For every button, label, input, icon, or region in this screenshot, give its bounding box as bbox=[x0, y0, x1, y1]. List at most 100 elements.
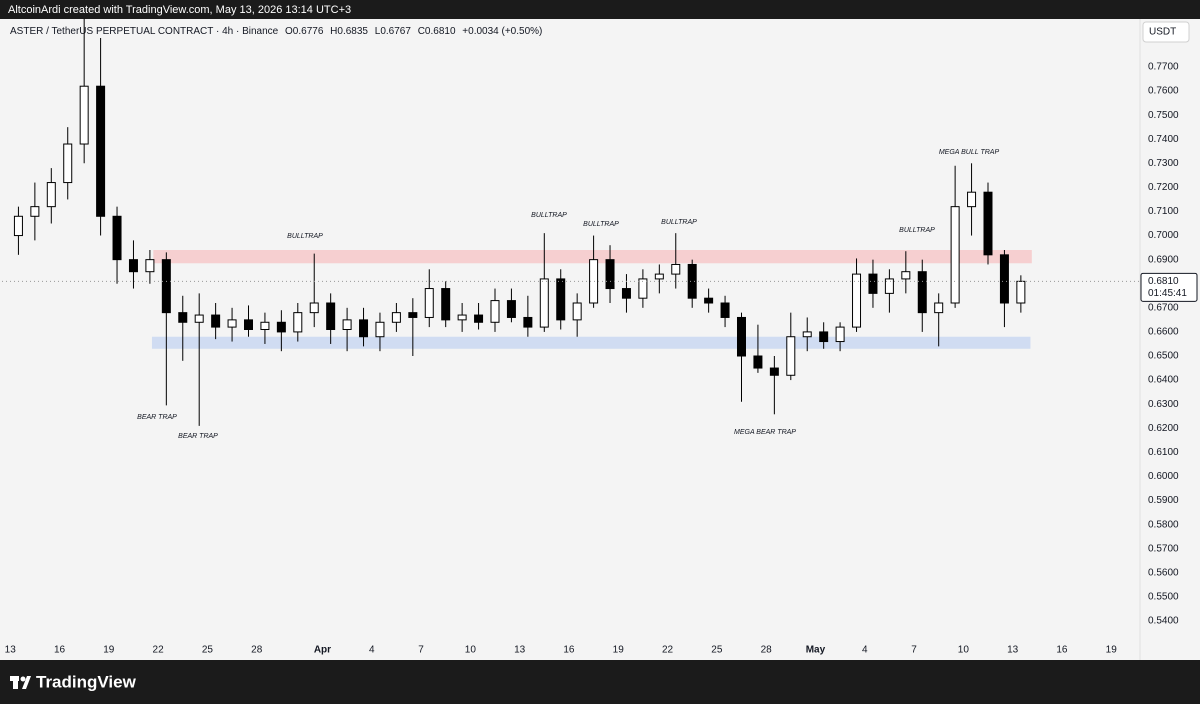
annotation: BULLTRAP bbox=[287, 233, 323, 240]
candle-body bbox=[243, 319, 253, 331]
x-tick-label: 13 bbox=[514, 645, 526, 656]
candle-body bbox=[901, 271, 911, 280]
y-tick-label: 0.7500 bbox=[1148, 110, 1179, 121]
y-tick-label: 0.6100 bbox=[1148, 447, 1179, 458]
candle-body bbox=[391, 312, 401, 323]
candle-body bbox=[112, 215, 122, 261]
candle-body bbox=[999, 254, 1009, 304]
x-tick-label: 28 bbox=[251, 645, 263, 656]
candle-body bbox=[950, 206, 960, 304]
x-tick-label: 22 bbox=[662, 645, 674, 656]
y-tick-label: 0.5700 bbox=[1148, 543, 1179, 554]
candle-body bbox=[474, 314, 484, 323]
brand: TradingView bbox=[10, 672, 137, 691]
ohlc: H0.6835 bbox=[330, 26, 368, 37]
candle-body bbox=[572, 302, 582, 321]
candle-body bbox=[786, 336, 796, 376]
candle-body bbox=[983, 191, 993, 256]
candle-body bbox=[523, 316, 533, 328]
annotation: BULLTRAP bbox=[661, 219, 697, 226]
candle-body bbox=[79, 85, 89, 145]
y-tick-label: 0.5500 bbox=[1148, 592, 1179, 603]
candle-body bbox=[852, 273, 862, 328]
y-tick-label: 0.7700 bbox=[1148, 62, 1179, 73]
candle-body bbox=[835, 326, 845, 343]
annotation: MEGA BEAR TRAP bbox=[734, 429, 796, 436]
candle-body bbox=[359, 319, 369, 338]
candle-body bbox=[720, 302, 730, 318]
candle-body bbox=[128, 259, 138, 273]
zone bbox=[151, 336, 1031, 349]
y-tick-label: 0.6200 bbox=[1148, 423, 1179, 434]
y-tick-label: 0.6400 bbox=[1148, 375, 1179, 386]
candle-body bbox=[46, 182, 56, 208]
x-tick-label: 19 bbox=[613, 645, 625, 656]
candle-body bbox=[326, 302, 336, 331]
candle-body bbox=[145, 259, 155, 273]
candle-body bbox=[161, 259, 171, 314]
candle-body bbox=[96, 85, 106, 217]
candle-body bbox=[819, 331, 829, 343]
x-tick-label: 19 bbox=[1106, 645, 1118, 656]
y-tick-label: 0.6500 bbox=[1148, 351, 1179, 362]
x-tick-label: 16 bbox=[54, 645, 66, 656]
y-tick-label: 0.7000 bbox=[1148, 230, 1179, 241]
y-tick-label: 0.5900 bbox=[1148, 495, 1179, 506]
brand-name: TradingView bbox=[36, 672, 137, 691]
candle-body bbox=[868, 273, 878, 294]
y-tick-label: 0.6900 bbox=[1148, 254, 1179, 265]
y-tick-label: 0.6600 bbox=[1148, 327, 1179, 338]
annotation: BEAR TRAP bbox=[178, 433, 218, 440]
annotation: BULLTRAP bbox=[583, 221, 619, 228]
candle-body bbox=[293, 312, 303, 333]
currency: USDT bbox=[1149, 27, 1176, 38]
candle-body bbox=[621, 288, 631, 299]
ohlc: O0.6776 bbox=[285, 26, 324, 37]
candle-body bbox=[1016, 280, 1026, 304]
currency-box[interactable] bbox=[1142, 21, 1190, 43]
last-price: 0.6810 bbox=[1148, 276, 1179, 287]
x-tick-label: 4 bbox=[369, 645, 375, 656]
logo-part bbox=[13, 676, 18, 689]
countdown: 01:45:41 bbox=[1148, 288, 1187, 299]
candle-body bbox=[13, 215, 23, 237]
candle-body bbox=[276, 321, 286, 333]
candle-body bbox=[30, 206, 40, 217]
y-tick-label: 0.5400 bbox=[1148, 616, 1179, 627]
x-tick-label: Apr bbox=[314, 645, 331, 656]
x-tick-label: 16 bbox=[1056, 645, 1068, 656]
candle-body bbox=[769, 367, 779, 376]
annotation: BEAR TRAP bbox=[137, 414, 177, 421]
candle-body bbox=[408, 312, 418, 318]
y-tick-label: 0.7600 bbox=[1148, 86, 1179, 97]
candle-body bbox=[375, 321, 385, 338]
ohlc: C0.6810 bbox=[418, 26, 456, 37]
x-tick-label: 25 bbox=[711, 645, 723, 656]
candle-body bbox=[424, 288, 434, 318]
x-tick-label: May bbox=[806, 645, 826, 656]
candle-body bbox=[490, 300, 500, 323]
candle-body bbox=[967, 191, 977, 208]
x-tick-label: 10 bbox=[958, 645, 970, 656]
symbol: ASTER / TetherUS PERPETUAL CONTRACT · 4h… bbox=[10, 26, 279, 37]
candle-body bbox=[589, 259, 599, 304]
annotation: BULLTRAP bbox=[899, 227, 935, 234]
annotation: BULLTRAP bbox=[531, 212, 567, 219]
candle-body bbox=[227, 319, 237, 328]
candle-body bbox=[342, 319, 352, 331]
candle-body bbox=[736, 316, 746, 357]
x-tick-label: 4 bbox=[862, 645, 868, 656]
candle-body bbox=[556, 278, 566, 321]
x-tick-label: 13 bbox=[5, 645, 17, 656]
candle-body bbox=[506, 300, 516, 318]
y-tick-label: 0.7300 bbox=[1148, 158, 1179, 169]
candle-body bbox=[654, 273, 664, 280]
y-tick-label: 0.6300 bbox=[1148, 399, 1179, 410]
candle-body bbox=[687, 263, 697, 299]
y-tick-label: 0.7100 bbox=[1148, 206, 1179, 217]
y-tick-label: 0.7400 bbox=[1148, 134, 1179, 145]
legend-header: ASTER / TetherUS PERPETUAL CONTRACT · 4h… bbox=[10, 26, 542, 37]
x-tick-label: 7 bbox=[911, 645, 917, 656]
candle-body bbox=[704, 297, 714, 304]
